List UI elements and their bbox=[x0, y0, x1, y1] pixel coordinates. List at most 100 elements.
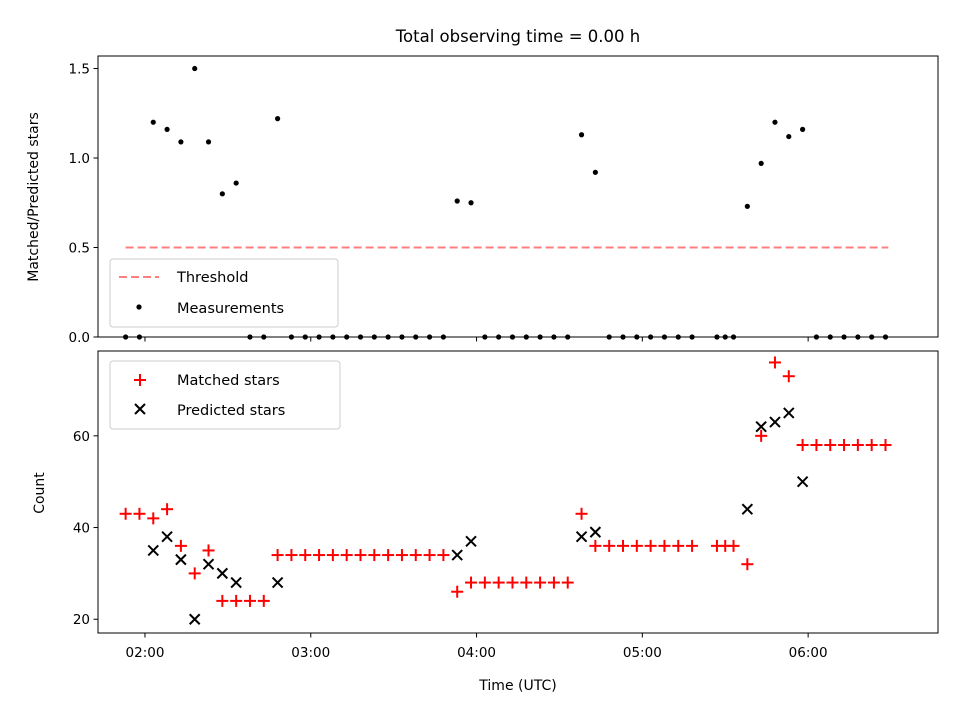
measurement-point bbox=[786, 133, 792, 140]
matched-star-point bbox=[216, 594, 229, 607]
measurement-point bbox=[261, 334, 267, 340]
measurement-point bbox=[675, 334, 681, 340]
measurement-point bbox=[426, 334, 433, 340]
matched-star-point bbox=[782, 370, 795, 383]
measurement-point bbox=[205, 139, 212, 145]
matched-star-point bbox=[326, 549, 339, 562]
matched-star-point bbox=[451, 585, 464, 598]
measurement-point bbox=[606, 334, 612, 340]
matched-star-point bbox=[672, 539, 685, 552]
measurement-point bbox=[620, 334, 626, 340]
top-legend-frame bbox=[109, 258, 339, 328]
measurement-point bbox=[722, 334, 728, 340]
x-axis-label: Time (UTC) bbox=[478, 678, 556, 694]
top-y-tick-label: 1.0 bbox=[69, 151, 90, 167]
measurement-point bbox=[869, 334, 875, 340]
measurement-point bbox=[772, 119, 778, 125]
matched-star-point bbox=[520, 576, 533, 589]
matched-star-point bbox=[603, 539, 616, 552]
matched-star-point bbox=[534, 576, 547, 589]
legend-measurements-label: Measurements bbox=[177, 301, 284, 317]
top-y-tick-label: 0.5 bbox=[69, 241, 90, 257]
matched-star-point bbox=[313, 549, 326, 562]
matched-star-point bbox=[354, 549, 367, 562]
bottom-plot-area bbox=[97, 350, 939, 634]
matched-star-point bbox=[382, 549, 395, 562]
matched-star-point bbox=[174, 539, 187, 552]
matched-star-point bbox=[561, 576, 574, 589]
measurement-point bbox=[468, 200, 474, 206]
measurement-point bbox=[219, 191, 225, 197]
top-y-axis-label: Matched/Predicted stars bbox=[26, 112, 42, 282]
matched-star-point bbox=[133, 507, 146, 520]
measurement-point bbox=[827, 334, 833, 340]
predicted-star-point bbox=[755, 420, 767, 433]
matched-star-point bbox=[617, 539, 629, 552]
x-tick-label: 04:00 bbox=[457, 645, 496, 661]
matched-star-point bbox=[423, 549, 436, 562]
bottom-legend: Matched stars Predicted stars bbox=[109, 360, 341, 430]
matched-star-point bbox=[119, 507, 132, 520]
measurements-series bbox=[123, 65, 889, 340]
matched-star-point bbox=[437, 549, 450, 562]
legend-threshold-label: Threshold bbox=[176, 270, 248, 286]
matched-star-point bbox=[271, 549, 284, 562]
measurement-point bbox=[316, 334, 322, 340]
matched-star-point bbox=[686, 539, 699, 552]
measurement-point bbox=[813, 334, 820, 340]
matched-star-point bbox=[644, 539, 657, 552]
predicted-stars-series bbox=[147, 407, 809, 625]
measurement-point bbox=[123, 334, 129, 340]
measurement-point bbox=[634, 334, 640, 340]
measurement-point bbox=[758, 160, 764, 166]
measurement-point bbox=[800, 126, 806, 132]
matched-star-point bbox=[658, 539, 671, 552]
measurement-point bbox=[537, 334, 543, 340]
matched-star-point bbox=[768, 356, 781, 369]
predicted-star-point bbox=[189, 613, 201, 625]
legend-matched-label: Matched stars bbox=[177, 373, 280, 389]
measurement-point bbox=[689, 334, 695, 340]
predicted-star-point bbox=[202, 558, 215, 570]
matched-star-point bbox=[810, 439, 823, 451]
x-tick-label: 02:00 bbox=[126, 645, 165, 661]
matched-star-point bbox=[575, 507, 588, 520]
predicted-star-point bbox=[575, 531, 588, 543]
matched-star-point bbox=[465, 576, 478, 589]
top-legend: Threshold Measurements bbox=[109, 258, 339, 328]
matched-star-point bbox=[865, 439, 878, 451]
measurement-point bbox=[357, 334, 364, 340]
measurement-point bbox=[192, 65, 198, 72]
top-panel: Total observing time = 0.00 h 0.0 0.5 1.0 1… bbox=[26, 27, 939, 346]
x-tick-label: 03:00 bbox=[291, 645, 330, 661]
matched-star-point bbox=[299, 549, 312, 562]
measurement-point bbox=[164, 126, 170, 132]
predicted-star-point bbox=[175, 553, 187, 566]
measurement-point bbox=[399, 334, 405, 340]
predicted-star-point bbox=[465, 535, 477, 547]
bottom-x-axis: 02:00 03:00 04:00 05:00 06:00 bbox=[126, 633, 828, 661]
bottom-legend-frame bbox=[109, 360, 341, 430]
measurement-point bbox=[855, 334, 861, 340]
measurement-point bbox=[330, 334, 336, 340]
measurement-point bbox=[178, 139, 184, 145]
matched-star-point bbox=[340, 549, 353, 562]
measurement-point bbox=[482, 334, 488, 340]
measurement-point bbox=[744, 203, 750, 209]
measurement-point bbox=[714, 334, 720, 340]
measurement-point bbox=[496, 334, 502, 340]
measurement-point bbox=[454, 198, 460, 204]
predicted-star-point bbox=[147, 544, 159, 557]
legend-measurements-swatch bbox=[136, 304, 142, 310]
measurement-point bbox=[385, 334, 391, 340]
matched-star-point bbox=[188, 567, 201, 580]
matched-star-point bbox=[838, 439, 851, 451]
matched-star-point bbox=[879, 439, 892, 451]
bottom-y-tick-label: 40 bbox=[73, 521, 90, 537]
measurement-point bbox=[730, 334, 737, 340]
bottom-y-tick-label: 20 bbox=[73, 612, 90, 628]
measurement-point bbox=[509, 334, 516, 340]
bottom-y-axis-label: Count bbox=[32, 472, 48, 514]
